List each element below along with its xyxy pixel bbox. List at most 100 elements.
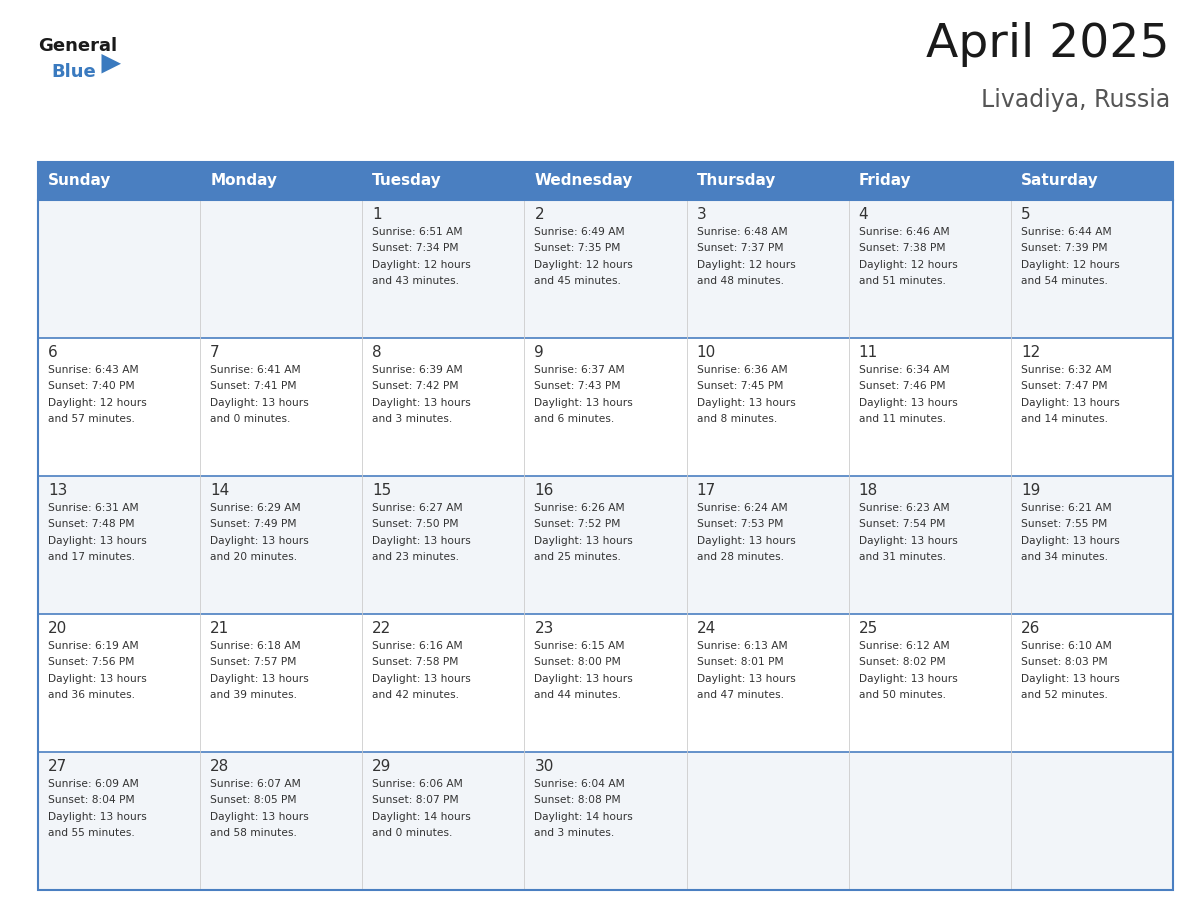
Text: Sunrise: 6:15 AM: Sunrise: 6:15 AM [535, 641, 625, 651]
Text: Monday: Monday [210, 174, 277, 188]
Text: Daylight: 13 hours: Daylight: 13 hours [210, 535, 309, 545]
Text: 24: 24 [696, 621, 716, 636]
Text: 25: 25 [859, 621, 878, 636]
Text: Thursday: Thursday [696, 174, 776, 188]
Text: Sunrise: 6:21 AM: Sunrise: 6:21 AM [1020, 503, 1112, 513]
Text: 20: 20 [48, 621, 68, 636]
Text: Daylight: 13 hours: Daylight: 13 hours [1020, 674, 1119, 684]
Bar [848, 162, 1011, 200]
Text: and 51 minutes.: and 51 minutes. [859, 276, 946, 285]
Text: 17: 17 [696, 483, 716, 498]
Text: Sunrise: 6:34 AM: Sunrise: 6:34 AM [859, 365, 949, 375]
Text: 2: 2 [535, 207, 544, 222]
Text: Sunrise: 6:49 AM: Sunrise: 6:49 AM [535, 227, 625, 237]
Text: Daylight: 12 hours: Daylight: 12 hours [859, 260, 958, 270]
Text: Sunset: 7:40 PM: Sunset: 7:40 PM [48, 381, 134, 391]
Text: Daylight: 13 hours: Daylight: 13 hours [859, 535, 958, 545]
Bar [362, 162, 524, 200]
Text: 11: 11 [859, 345, 878, 360]
Text: and 39 minutes.: and 39 minutes. [210, 690, 297, 700]
Text: Saturday: Saturday [1020, 174, 1099, 188]
Text: Sunrise: 6:31 AM: Sunrise: 6:31 AM [48, 503, 139, 513]
Text: and 58 minutes.: and 58 minutes. [210, 828, 297, 838]
Text: and 11 minutes.: and 11 minutes. [859, 414, 946, 424]
Text: Daylight: 14 hours: Daylight: 14 hours [372, 812, 470, 822]
Text: Sunrise: 6:48 AM: Sunrise: 6:48 AM [696, 227, 788, 237]
Text: Sunrise: 6:37 AM: Sunrise: 6:37 AM [535, 365, 625, 375]
Text: General: General [38, 37, 118, 55]
Text: Friday: Friday [859, 174, 911, 188]
Text: Sunset: 7:56 PM: Sunset: 7:56 PM [48, 657, 134, 667]
Text: Sunset: 8:01 PM: Sunset: 8:01 PM [696, 657, 783, 667]
Bar [38, 752, 1173, 890]
Text: Sunset: 8:02 PM: Sunset: 8:02 PM [859, 657, 946, 667]
Text: Sunset: 8:08 PM: Sunset: 8:08 PM [535, 795, 621, 805]
Text: 28: 28 [210, 759, 229, 774]
Text: Daylight: 13 hours: Daylight: 13 hours [535, 397, 633, 408]
Text: Daylight: 13 hours: Daylight: 13 hours [535, 674, 633, 684]
Text: Sunrise: 6:46 AM: Sunrise: 6:46 AM [859, 227, 949, 237]
Text: Sunrise: 6:32 AM: Sunrise: 6:32 AM [1020, 365, 1112, 375]
Text: Daylight: 12 hours: Daylight: 12 hours [535, 260, 633, 270]
Text: and 28 minutes.: and 28 minutes. [696, 552, 784, 562]
Text: and 44 minutes.: and 44 minutes. [535, 690, 621, 700]
Text: and 50 minutes.: and 50 minutes. [859, 690, 946, 700]
Text: Sunrise: 6:24 AM: Sunrise: 6:24 AM [696, 503, 788, 513]
Text: and 48 minutes.: and 48 minutes. [696, 276, 784, 285]
Bar [38, 476, 1173, 614]
Text: and 3 minutes.: and 3 minutes. [372, 414, 453, 424]
Text: Sunrise: 6:26 AM: Sunrise: 6:26 AM [535, 503, 625, 513]
Text: 22: 22 [372, 621, 392, 636]
Text: 8: 8 [372, 345, 381, 360]
Text: Daylight: 12 hours: Daylight: 12 hours [48, 397, 147, 408]
Text: 15: 15 [372, 483, 392, 498]
Text: and 0 minutes.: and 0 minutes. [210, 414, 291, 424]
Text: Daylight: 13 hours: Daylight: 13 hours [372, 535, 470, 545]
Text: and 52 minutes.: and 52 minutes. [1020, 690, 1107, 700]
Text: Sunset: 7:34 PM: Sunset: 7:34 PM [372, 243, 459, 253]
Text: Sunrise: 6:09 AM: Sunrise: 6:09 AM [48, 779, 139, 789]
Text: Daylight: 13 hours: Daylight: 13 hours [1020, 397, 1119, 408]
Text: Daylight: 14 hours: Daylight: 14 hours [535, 812, 633, 822]
Text: Sunset: 7:46 PM: Sunset: 7:46 PM [859, 381, 946, 391]
Text: 27: 27 [48, 759, 68, 774]
Text: Sunset: 7:52 PM: Sunset: 7:52 PM [535, 520, 621, 530]
Text: Daylight: 13 hours: Daylight: 13 hours [210, 812, 309, 822]
Text: Sunrise: 6:04 AM: Sunrise: 6:04 AM [535, 779, 625, 789]
Text: 19: 19 [1020, 483, 1041, 498]
Text: Sunset: 7:53 PM: Sunset: 7:53 PM [696, 520, 783, 530]
Bar [38, 338, 1173, 476]
Text: 21: 21 [210, 621, 229, 636]
Bar [200, 162, 362, 200]
Text: and 43 minutes.: and 43 minutes. [372, 276, 460, 285]
Text: Sunrise: 6:29 AM: Sunrise: 6:29 AM [210, 503, 301, 513]
Text: Sunset: 7:58 PM: Sunset: 7:58 PM [372, 657, 459, 667]
Text: Sunrise: 6:27 AM: Sunrise: 6:27 AM [372, 503, 463, 513]
Text: Sunrise: 6:51 AM: Sunrise: 6:51 AM [372, 227, 463, 237]
Text: 16: 16 [535, 483, 554, 498]
Text: 30: 30 [535, 759, 554, 774]
Text: Sunrise: 6:13 AM: Sunrise: 6:13 AM [696, 641, 788, 651]
Text: Sunset: 7:48 PM: Sunset: 7:48 PM [48, 520, 134, 530]
Text: Sunset: 7:37 PM: Sunset: 7:37 PM [696, 243, 783, 253]
Text: 10: 10 [696, 345, 716, 360]
Text: Daylight: 13 hours: Daylight: 13 hours [48, 535, 147, 545]
Text: Daylight: 13 hours: Daylight: 13 hours [48, 812, 147, 822]
Text: and 42 minutes.: and 42 minutes. [372, 690, 460, 700]
Text: Sunrise: 6:19 AM: Sunrise: 6:19 AM [48, 641, 139, 651]
Text: Daylight: 13 hours: Daylight: 13 hours [535, 535, 633, 545]
Text: Livadiya, Russia: Livadiya, Russia [981, 88, 1170, 112]
Text: Sunset: 7:57 PM: Sunset: 7:57 PM [210, 657, 297, 667]
Text: Wednesday: Wednesday [535, 174, 633, 188]
Text: 13: 13 [48, 483, 68, 498]
Text: Daylight: 12 hours: Daylight: 12 hours [372, 260, 470, 270]
Text: and 6 minutes.: and 6 minutes. [535, 414, 614, 424]
Text: Blue: Blue [51, 62, 96, 81]
Text: Sunrise: 6:36 AM: Sunrise: 6:36 AM [696, 365, 788, 375]
Text: Sunrise: 6:39 AM: Sunrise: 6:39 AM [372, 365, 463, 375]
Bar [1011, 162, 1173, 200]
Text: Sunrise: 6:41 AM: Sunrise: 6:41 AM [210, 365, 301, 375]
Text: Daylight: 13 hours: Daylight: 13 hours [696, 535, 795, 545]
Text: 1: 1 [372, 207, 381, 222]
Text: Sunset: 7:38 PM: Sunset: 7:38 PM [859, 243, 946, 253]
